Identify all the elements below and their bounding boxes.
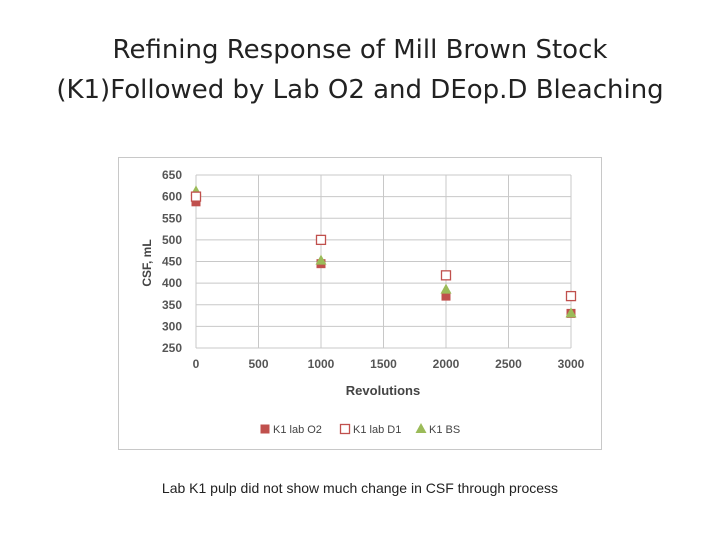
data-point <box>440 283 452 294</box>
legend: K1 lab O2 K1 lab D1 K1 BS <box>260 423 460 436</box>
slide-caption: Lab K1 pulp did not show much change in … <box>161 480 559 496</box>
scatter-chart: 250 300 350 400 450 500 550 600 650 0 500 1000 1500 2… <box>140 168 585 436</box>
data-point <box>315 234 327 246</box>
legend-marker <box>339 423 351 435</box>
x-tick-label: 1000 <box>308 357 335 371</box>
title-line-1: Refining Response of Mill Brown Stock <box>112 35 608 65</box>
y-tick-label: 650 <box>162 168 182 182</box>
data-point <box>440 270 452 281</box>
data-point <box>190 191 202 202</box>
y-tick-label: 500 <box>162 233 182 247</box>
y-tick-label: 450 <box>162 255 182 269</box>
chart-frame: 250 300 350 400 450 500 550 600 650 0 500 1000 1500 2… <box>118 157 602 450</box>
y-tick-label: 250 <box>162 341 182 355</box>
x-tick-label: 3000 <box>558 357 585 371</box>
legend-label: K1 lab O2 <box>273 424 322 436</box>
data-point <box>441 291 451 301</box>
legend-label: K1 BS <box>429 424 460 436</box>
legend-marker <box>260 424 270 434</box>
x-tick-label: 500 <box>248 357 268 371</box>
data-point <box>565 307 577 318</box>
y-axis-label: CSF, mL <box>140 239 154 286</box>
axis-ticks: 250 300 350 400 450 500 550 600 650 0 500 1000 1500 2… <box>162 168 585 371</box>
slide-title: Refining Response of Mill Brown Stock (K… <box>0 30 720 110</box>
x-tick-label: 2000 <box>433 357 460 371</box>
x-axis-label: Revolutions <box>346 383 420 398</box>
data-points <box>190 185 577 318</box>
title-line-2: (K1)Followed by Lab O2 and DEop.D Bleach… <box>56 75 664 105</box>
y-tick-label: 600 <box>162 190 182 204</box>
legend-label: K1 lab D1 <box>353 424 401 436</box>
x-tick-label: 0 <box>193 357 200 371</box>
grid <box>195 174 572 349</box>
y-tick-label: 400 <box>162 276 182 290</box>
x-tick-label: 1500 <box>370 357 397 371</box>
data-point <box>565 290 577 302</box>
y-tick-label: 300 <box>162 319 182 333</box>
y-tick-label: 350 <box>162 298 182 312</box>
y-tick-label: 550 <box>162 211 182 225</box>
x-tick-label: 2500 <box>495 357 522 371</box>
data-point <box>315 254 327 265</box>
legend-marker <box>415 423 427 433</box>
data-point <box>191 197 201 207</box>
